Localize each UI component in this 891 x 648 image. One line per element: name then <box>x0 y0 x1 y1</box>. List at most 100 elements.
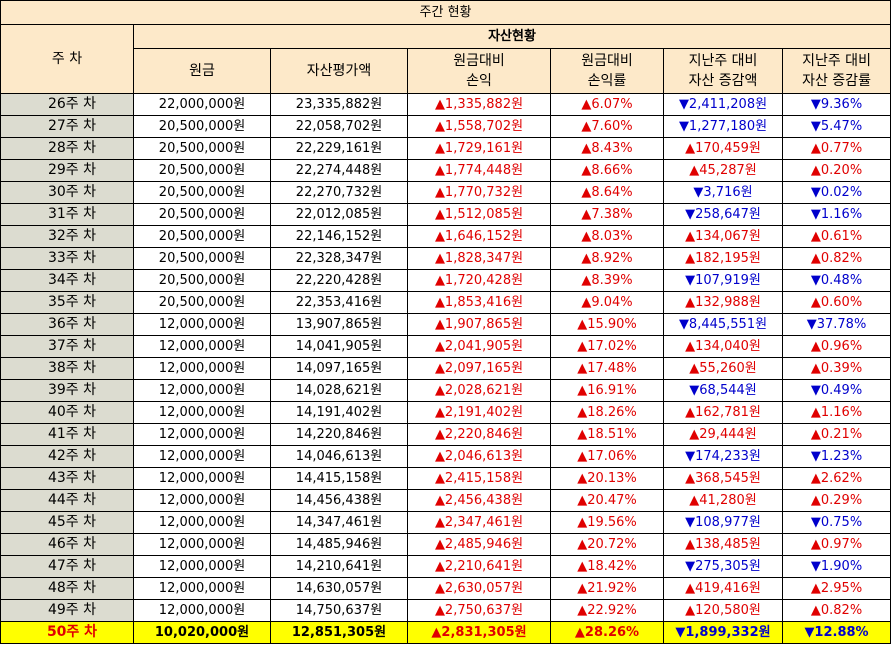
value-cell: 22,328,347원 <box>270 247 408 270</box>
change-rate-cell: ▲0.20% <box>781 159 891 182</box>
table-row: 48주 차 12,000,000원 14,630,057원 ▲2,630,057원 ▲2… <box>0 577 891 600</box>
change-rate-cell: ▲1.16% <box>781 401 891 424</box>
pl-cell: ▲1,907,865원 <box>407 313 551 336</box>
rate-cell: ▲7.38% <box>550 203 664 226</box>
change-rate-cell: ▼0.02% <box>781 181 891 204</box>
value-cell: 22,146,152원 <box>270 225 408 248</box>
change-cell: ▼108,977원 <box>663 511 783 534</box>
pl-cell: ▲1,512,085원 <box>407 203 551 226</box>
rate-cell: ▲8.39% <box>550 269 664 292</box>
change-rate-cell: ▼0.48% <box>781 269 891 292</box>
table-row: 31주 차 20,500,000원 22,012,085원 ▲1,512,085원 ▲7… <box>0 203 891 226</box>
rate-cell: ▲8.92% <box>550 247 664 270</box>
change-rate-cell: ▼9.36% <box>781 93 891 116</box>
table-row: 45주 차 12,000,000원 14,347,461원 ▲2,347,461원 ▲1… <box>0 511 891 534</box>
table-row: 28주 차 20,500,000원 22,229,161원 ▲1,729,161원 ▲8… <box>0 137 891 160</box>
rate-cell: ▲18.51% <box>550 423 664 446</box>
value-cell: 14,210,641원 <box>270 555 408 578</box>
rate-cell: ▲6.07% <box>550 93 664 116</box>
change-cell: ▲55,260원 <box>663 357 783 380</box>
table-row: 33주 차 20,500,000원 22,328,347원 ▲1,828,347원 ▲8… <box>0 247 891 270</box>
change-cell: ▲29,444원 <box>663 423 783 446</box>
rate-cell: ▲17.48% <box>550 357 664 380</box>
table-row: 43주 차 12,000,000원 14,415,158원 ▲2,415,158원 ▲2… <box>0 467 891 490</box>
rate-header-line2: 손익률 <box>587 73 627 89</box>
pl-cell: ▲2,046,613원 <box>407 445 551 468</box>
principal-cell: 12,000,000원 <box>133 577 271 600</box>
principal-header-line1: 원금 <box>189 63 215 79</box>
principal-cell: 12,000,000원 <box>133 357 271 380</box>
rate-cell: ▲18.42% <box>550 555 664 578</box>
table-row: 37주 차 12,000,000원 14,041,905원 ▲2,041,905원 ▲1… <box>0 335 891 358</box>
principal-cell: 10,020,000원 <box>133 621 271 644</box>
value-cell: 14,191,402원 <box>270 401 408 424</box>
rate-cell: ▲16.91% <box>550 379 664 402</box>
pl-cell: ▲2,831,305원 <box>407 621 551 644</box>
principal-cell: 12,000,000원 <box>133 445 271 468</box>
principal-cell: 12,000,000원 <box>133 423 271 446</box>
principal-cell: 12,000,000원 <box>133 555 271 578</box>
rate-cell: ▲20.72% <box>550 533 664 556</box>
principal-cell: 20,500,000원 <box>133 291 271 314</box>
pl-cell: ▲2,097,165원 <box>407 357 551 380</box>
principal-cell: 20,500,000원 <box>133 269 271 292</box>
week-cell: 27주 차 <box>0 115 134 138</box>
value-cell: 14,220,846원 <box>270 423 408 446</box>
pl-cell: ▲1,828,347원 <box>407 247 551 270</box>
pl-cell: ▲2,220,846원 <box>407 423 551 446</box>
principal-cell: 20,500,000원 <box>133 115 271 138</box>
pl-cell: ▲2,750,637원 <box>407 599 551 622</box>
week-cell: 35주 차 <box>0 291 134 314</box>
pl-cell: ▲2,415,158원 <box>407 467 551 490</box>
week-cell: 31주 차 <box>0 203 134 226</box>
change-cell: ▲134,067원 <box>663 225 783 248</box>
change-rate-cell: ▲0.21% <box>781 423 891 446</box>
column-headers: 원금 자산평가액 원금대비 손익 원금대비 손익률 지난주 대비 자산 증감액 지난주 대비 자산… <box>1 48 891 94</box>
pl-cell: ▲2,210,641원 <box>407 555 551 578</box>
table-row: 34주 차 20,500,000원 22,220,428원 ▲1,720,428원 ▲8… <box>0 269 891 292</box>
week-cell: 41주 차 <box>0 423 134 446</box>
pl-cell: ▲2,028,621원 <box>407 379 551 402</box>
table-row: 50주 차 10,020,000원 12,851,305원 ▲2,831,305원 ▲2… <box>0 621 891 644</box>
table-row: 44주 차 12,000,000원 14,456,438원 ▲2,456,438원 ▲2… <box>0 489 891 512</box>
week-cell: 40주 차 <box>0 401 134 424</box>
pl-cell: ▲1,729,161원 <box>407 137 551 160</box>
week-cell: 29주 차 <box>0 159 134 182</box>
rate-cell: ▲8.64% <box>550 181 664 204</box>
table-row: 35주 차 20,500,000원 22,353,416원 ▲1,853,416원 ▲9… <box>0 291 891 314</box>
value-cell: 14,097,165원 <box>270 357 408 380</box>
table-title: 주간 현황 <box>0 0 891 25</box>
table-row: 47주 차 12,000,000원 14,210,641원 ▲2,210,641원 ▲1… <box>0 555 891 578</box>
rate-cell: ▲21.92% <box>550 577 664 600</box>
pl-cell: ▲1,335,882원 <box>407 93 551 116</box>
table-row: 42주 차 12,000,000원 14,046,613원 ▲2,046,613원 ▲1… <box>0 445 891 468</box>
asset-status-header: 자산현황 <box>132 24 891 49</box>
pl-cell: ▲1,774,448원 <box>407 159 551 182</box>
week-cell: 48주 차 <box>0 577 134 600</box>
pl-cell: ▲2,347,461원 <box>407 511 551 534</box>
week-header: 주 차 <box>0 24 134 94</box>
change-cell: ▼258,647원 <box>663 203 783 226</box>
chg-header-line2: 자산 증감액 <box>688 73 758 89</box>
principal-cell: 20,500,000원 <box>133 181 271 204</box>
table-row: 36주 차 12,000,000원 13,907,865원 ▲1,907,865원 ▲1… <box>0 313 891 336</box>
principal-cell: 20,500,000원 <box>133 159 271 182</box>
change-cell: ▲134,040원 <box>663 335 783 358</box>
change-rate-cell: ▲0.77% <box>781 137 891 160</box>
pl-cell: ▲2,191,402원 <box>407 401 551 424</box>
change-rate-cell: ▼1.23% <box>781 445 891 468</box>
change-cell: ▼107,919원 <box>663 269 783 292</box>
value-cell: 22,012,085원 <box>270 203 408 226</box>
value-cell: 14,750,637원 <box>270 599 408 622</box>
table-row: 39주 차 12,000,000원 14,028,621원 ▲2,028,621원 ▲1… <box>0 379 891 402</box>
week-cell: 50주 차 <box>0 621 134 644</box>
table-row: 49주 차 12,000,000원 14,750,637원 ▲2,750,637원 ▲2… <box>0 599 891 622</box>
week-cell: 42주 차 <box>0 445 134 468</box>
principal-cell: 12,000,000원 <box>133 511 271 534</box>
table-row: 32주 차 20,500,000원 22,146,152원 ▲1,646,152원 ▲8… <box>0 225 891 248</box>
change-rate-cell: ▲0.39% <box>781 357 891 380</box>
table-row: 46주 차 12,000,000원 14,485,946원 ▲2,485,946원 ▲2… <box>0 533 891 556</box>
week-cell: 32주 차 <box>0 225 134 248</box>
principal-cell: 12,000,000원 <box>133 401 271 424</box>
change-cell: ▲162,781원 <box>663 401 783 424</box>
